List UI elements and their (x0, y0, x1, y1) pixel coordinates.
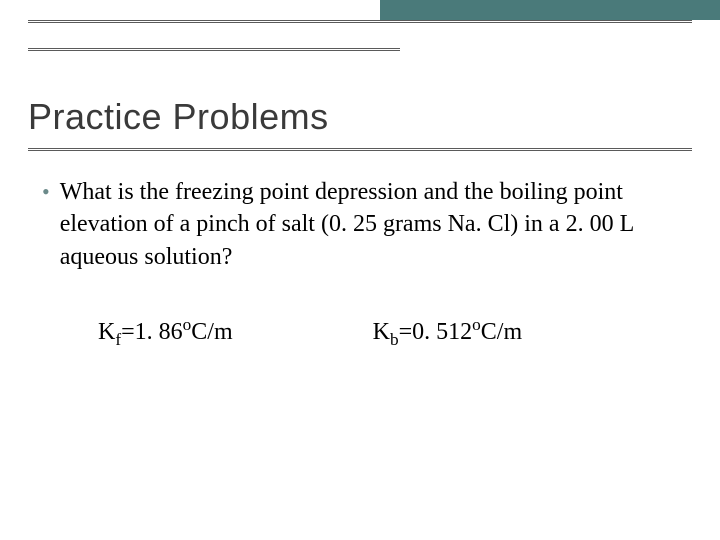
kf-eq: =1. 86 (121, 319, 183, 345)
kb-deg: o (472, 315, 481, 334)
kf-symbol: K (98, 319, 115, 345)
kb-sub: b (390, 330, 399, 349)
kf-unit: C/m (191, 319, 232, 345)
double-rule-upper (28, 20, 692, 23)
kf-deg: o (183, 315, 192, 334)
header-decoration (0, 0, 720, 58)
problem-text: What is the freezing point depression an… (60, 176, 678, 273)
bullet-icon: • (42, 177, 50, 207)
page-title: Practice Problems (28, 96, 329, 138)
teal-accent-bar (380, 0, 720, 20)
kb-constant: Kb=0. 512oC/m (373, 315, 523, 350)
problem-item: • What is the freezing point depression … (42, 176, 678, 273)
constants-row: Kf=1. 86oC/m Kb=0. 512oC/m (42, 315, 678, 350)
kb-symbol: K (373, 319, 390, 345)
title-underline (28, 148, 692, 151)
double-rule-lower (28, 48, 400, 51)
kb-eq: =0. 512 (399, 319, 473, 345)
content-area: • What is the freezing point depression … (42, 176, 678, 350)
kf-constant: Kf=1. 86oC/m (98, 315, 233, 350)
kb-unit: C/m (481, 319, 522, 345)
